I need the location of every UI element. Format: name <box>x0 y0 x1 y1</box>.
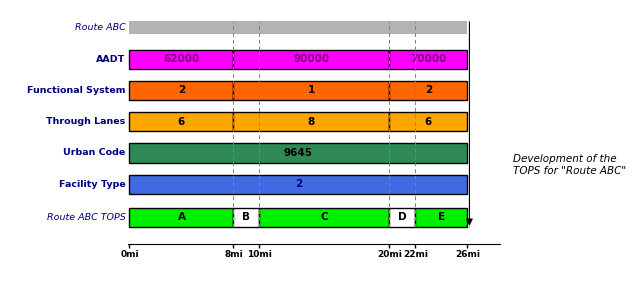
Text: 6: 6 <box>178 117 185 127</box>
Text: E: E <box>438 212 445 222</box>
Text: B: B <box>242 212 251 222</box>
Text: 90000: 90000 <box>294 54 329 64</box>
Text: 6: 6 <box>425 117 432 127</box>
Bar <box>129 21 467 34</box>
Bar <box>233 81 390 100</box>
Bar <box>390 208 415 227</box>
Text: Facility Type: Facility Type <box>59 180 126 189</box>
Text: Route ABC TOPS: Route ABC TOPS <box>47 213 126 222</box>
Bar <box>233 208 260 227</box>
Bar <box>129 81 233 100</box>
Bar <box>390 112 467 131</box>
Text: C: C <box>320 212 328 222</box>
Text: 9645: 9645 <box>284 148 313 158</box>
Bar <box>129 175 467 194</box>
Text: 70000: 70000 <box>410 54 447 64</box>
Bar <box>233 50 390 69</box>
Text: A: A <box>178 212 185 222</box>
Bar <box>129 50 233 69</box>
Text: Through Lanes: Through Lanes <box>46 117 126 126</box>
Text: Development of the
TOPS for "Route ABC": Development of the TOPS for "Route ABC" <box>513 154 626 176</box>
Bar <box>129 112 233 131</box>
Text: 2: 2 <box>178 85 185 95</box>
Bar <box>415 208 467 227</box>
Bar <box>129 143 467 162</box>
Text: AADT: AADT <box>96 55 126 64</box>
Text: D: D <box>398 212 407 222</box>
Text: Route ABC: Route ABC <box>75 23 126 32</box>
Bar <box>260 208 390 227</box>
Text: 2: 2 <box>425 85 432 95</box>
Text: Functional System: Functional System <box>27 86 126 95</box>
Text: 62000: 62000 <box>163 54 199 64</box>
Bar <box>233 112 390 131</box>
Bar <box>390 81 467 100</box>
Bar <box>129 208 233 227</box>
Text: 2: 2 <box>295 179 302 189</box>
Bar <box>390 50 467 69</box>
Text: Urban Code: Urban Code <box>63 149 126 158</box>
Text: 8: 8 <box>308 117 315 127</box>
Text: 1: 1 <box>308 85 315 95</box>
